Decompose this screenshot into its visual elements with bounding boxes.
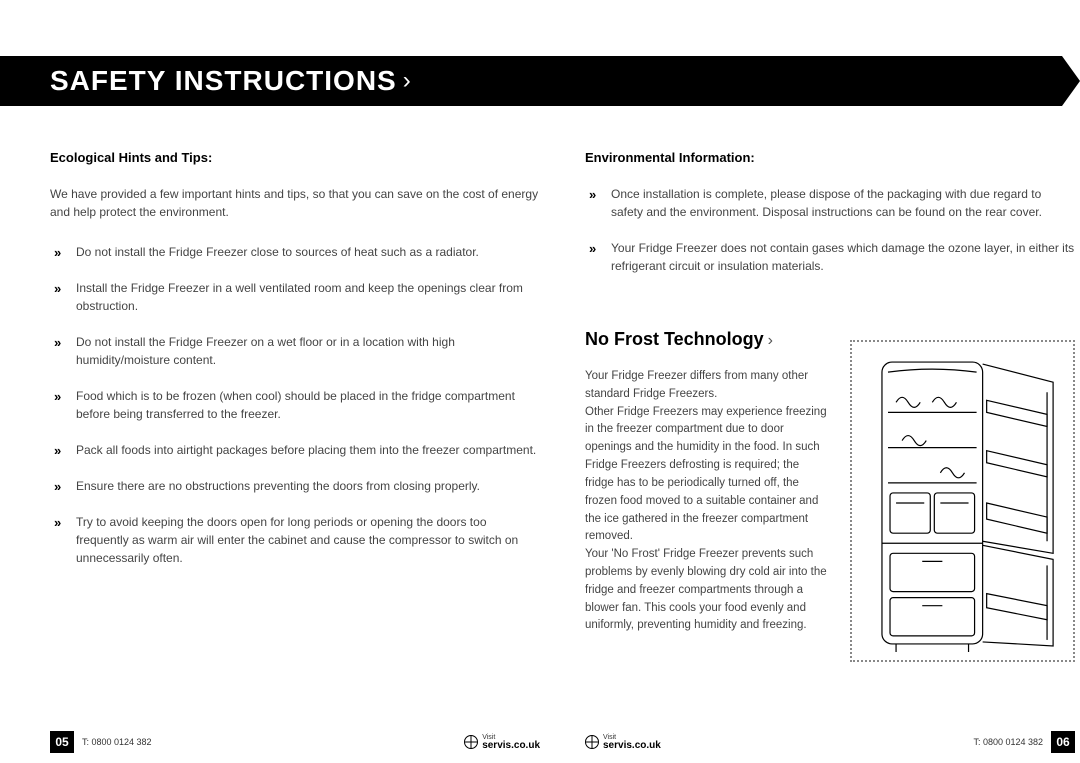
list-item: Ensure there are no obstructions prevent… [50,477,540,495]
chevron-right-icon: › [768,332,773,349]
env-subheading: Environmental Information: [585,150,1075,165]
footer-visit-right: Visit servis.co.uk [585,734,661,751]
eco-subheading: Ecological Hints and Tips: [50,150,540,165]
page-number-left: 05 [50,731,74,753]
visit-url: servis.co.uk [482,741,540,751]
list-item: Try to avoid keeping the doors open for … [50,513,540,567]
list-item: Install the Fridge Freezer in a well ven… [50,279,540,315]
chevron-right-icon: › [403,67,411,95]
right-column: Environmental Information: Once installa… [585,150,1075,662]
globe-icon [464,735,478,749]
list-item: Do not install the Fridge Freezer close … [50,243,540,261]
header-banner: SAFETY INSTRUCTIONS › [0,56,1080,106]
footer-visit-left: Visit servis.co.uk [464,734,540,751]
page-number-right: 06 [1051,731,1075,753]
left-column: Ecological Hints and Tips: We have provi… [50,150,540,585]
nofrost-row: Your Fridge Freezer differs from many ot… [585,368,1075,662]
list-item: Pack all foods into airtight packages be… [50,441,540,459]
list-item: Your Fridge Freezer does not contain gas… [585,239,1075,275]
list-item: Food which is to be frozen (when cool) s… [50,387,540,423]
header-title: SAFETY INSTRUCTIONS [50,65,397,97]
footer-right: Visit servis.co.uk T: 0800 0124 382 06 [585,731,1075,753]
visit-url: servis.co.uk [603,741,661,751]
fridge-illustration-box [850,340,1075,662]
nofrost-body-text: Your Fridge Freezer differs from many ot… [585,368,830,662]
footer-phone: T: 0800 0124 382 [973,737,1043,747]
footer-left: 05 T: 0800 0124 382 Visit servis.co.uk [50,731,540,753]
visit-text: Visit servis.co.uk [482,734,540,751]
eco-intro: We have provided a few important hints a… [50,185,540,221]
env-bullet-list: Once installation is complete, please di… [585,185,1075,275]
footer: 05 T: 0800 0124 382 Visit servis.co.uk V… [0,731,1080,763]
visit-text: Visit servis.co.uk [603,734,661,751]
fridge-freezer-icon [858,352,1067,654]
eco-bullet-list: Do not install the Fridge Freezer close … [50,243,540,567]
list-item: Once installation is complete, please di… [585,185,1075,221]
footer-phone: T: 0800 0124 382 [82,737,152,747]
list-item: Do not install the Fridge Freezer on a w… [50,333,540,369]
globe-icon [585,735,599,749]
nofrost-heading-text: No Frost Technology [585,329,764,349]
